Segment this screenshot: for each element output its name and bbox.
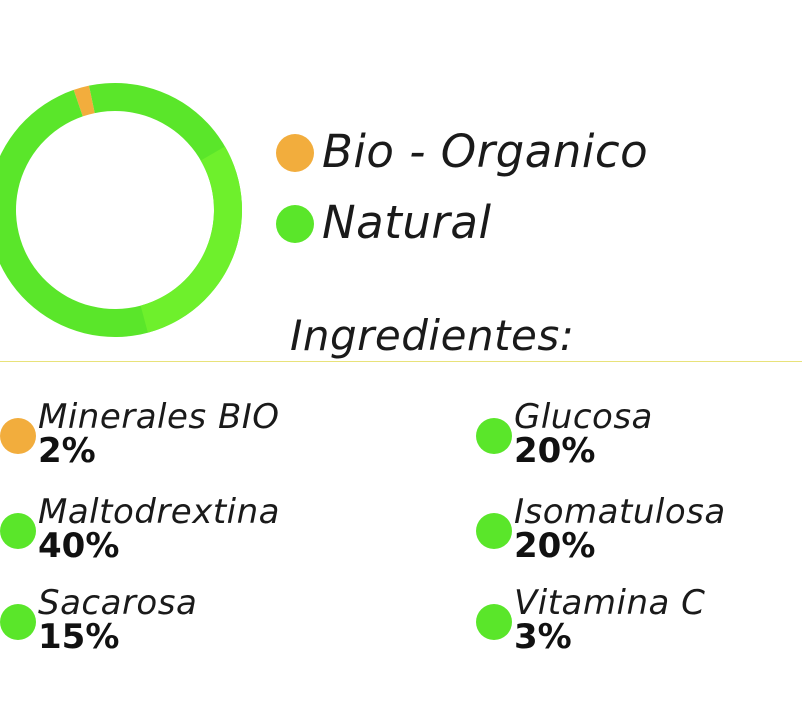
ingredient-percent: 20%: [514, 526, 596, 566]
legend-label: Natural: [322, 196, 492, 249]
ingredient-percent: 15%: [38, 617, 120, 657]
donut-slice-bio-organico: [73, 85, 95, 117]
ingredient-sacarosa: Sacarosa 15%: [0, 584, 300, 674]
donut-slices: [0, 83, 243, 337]
donut-highlight: [140, 146, 243, 333]
ingredient-dot: [476, 604, 512, 640]
ingredient-dot: [0, 604, 36, 640]
legend-label: Bio - Organico: [322, 125, 649, 178]
ingredient-name: Isomatulosa: [514, 492, 726, 532]
ingredient-name: Sacarosa: [38, 583, 198, 623]
legend-swatch-natural: [276, 205, 314, 243]
ingredient-percent: 40%: [38, 526, 120, 566]
ingredient-name: Vitamina C: [514, 583, 706, 623]
ingredients-heading: Ingredientes:: [290, 311, 575, 360]
ingredient-maltodrextina: Maltodrextina 40%: [0, 493, 300, 583]
ingredient-dot: [476, 513, 512, 549]
ingredient-dot: [0, 513, 36, 549]
ingredient-name: Glucosa: [514, 397, 653, 437]
ingredient-minerales-bio: Minerales BIO 2%: [0, 398, 300, 488]
donut-slice-natural: [0, 83, 242, 337]
ingredient-glucosa: Glucosa 20%: [476, 398, 776, 488]
ingredient-vitamina-c: Vitamina C 3%: [476, 584, 776, 674]
ingredient-dot: [0, 418, 36, 454]
ingredient-percent: 2%: [38, 431, 96, 471]
ingredient-percent: 20%: [514, 431, 596, 471]
divider: [0, 361, 802, 362]
ingredient-isomatulosa: Isomatulosa 20%: [476, 493, 776, 583]
ingredient-name: Maltodrextina: [38, 492, 281, 532]
ingredient-dot: [476, 418, 512, 454]
donut-chart: [0, 83, 243, 337]
ingredient-percent: 3%: [514, 617, 572, 657]
ingredient-name: Minerales BIO: [38, 397, 280, 437]
legend-swatch-bio-organico: [276, 134, 314, 172]
